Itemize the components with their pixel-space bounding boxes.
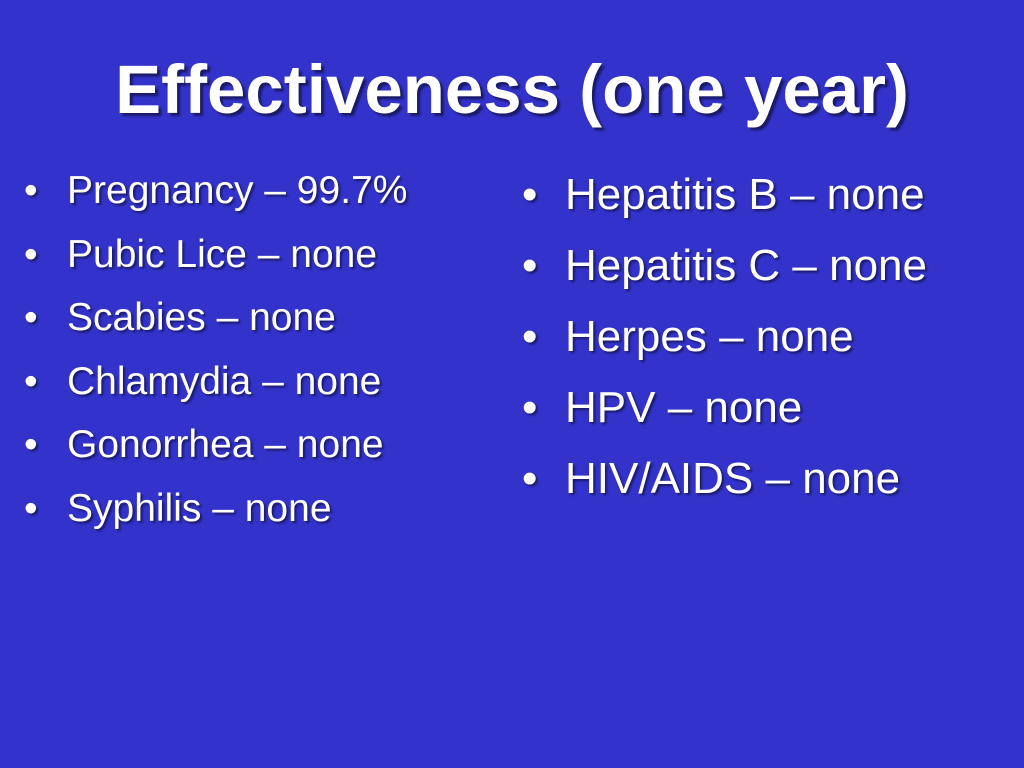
list-item-text: Pregnancy – 99.7% (67, 169, 408, 212)
list-item: • Hepatitis B – none (522, 166, 1012, 237)
list-item: • Hepatitis C – none (522, 237, 1012, 308)
bullet-icon: • (24, 423, 38, 466)
list-item: • Syphilis – none (24, 483, 504, 547)
bullet-icon: • (522, 241, 538, 290)
bullet-icon: • (24, 486, 38, 530)
bullet-icon: • (522, 454, 538, 503)
bullet-icon: • (522, 170, 538, 219)
list-item-text: Hepatitis B – none (565, 170, 925, 219)
list-item: • Herpes – none (522, 308, 1012, 379)
list-item: • Scabies – none (24, 292, 504, 356)
bullet-icon: • (24, 169, 38, 212)
list-item: • HIV/AIDS – none (522, 450, 1012, 521)
list-item: • Pubic Lice – none (24, 229, 504, 293)
list-item-text: Scabies – none (67, 296, 336, 339)
slide-title: Effectiveness (one year) (115, 51, 909, 128)
list-item: • HPV – none (522, 379, 1012, 450)
list-item-text: Syphilis – none (67, 486, 332, 530)
list-item-text: Chlamydia – none (67, 359, 382, 403)
list-item: • Gonorrhea – none (24, 419, 504, 483)
bullet-icon: • (24, 296, 38, 339)
list-item-text: Pubic Lice – none (67, 232, 378, 276)
bullet-icon: • (522, 312, 538, 361)
list-item-text: Herpes – none (565, 312, 854, 361)
list-item-text: HPV – none (565, 383, 803, 432)
list-item-text: HIV/AIDS – none (565, 454, 901, 503)
bullet-icon: • (24, 359, 38, 403)
list-item: • Pregnancy – 99.7% (24, 165, 504, 229)
list-item-text: Hepatitis C – none (565, 241, 927, 290)
bullet-icon: • (522, 383, 538, 432)
right-bullet-list: • Hepatitis B – none • Hepatitis C – none … (522, 166, 1012, 521)
left-bullet-list: • Pregnancy – 99.7% • Pubic Lice – none • S… (24, 165, 504, 546)
bullet-icon: • (24, 232, 38, 276)
list-item-text: Gonorrhea – none (67, 423, 384, 466)
list-item: • Chlamydia – none (24, 356, 504, 420)
